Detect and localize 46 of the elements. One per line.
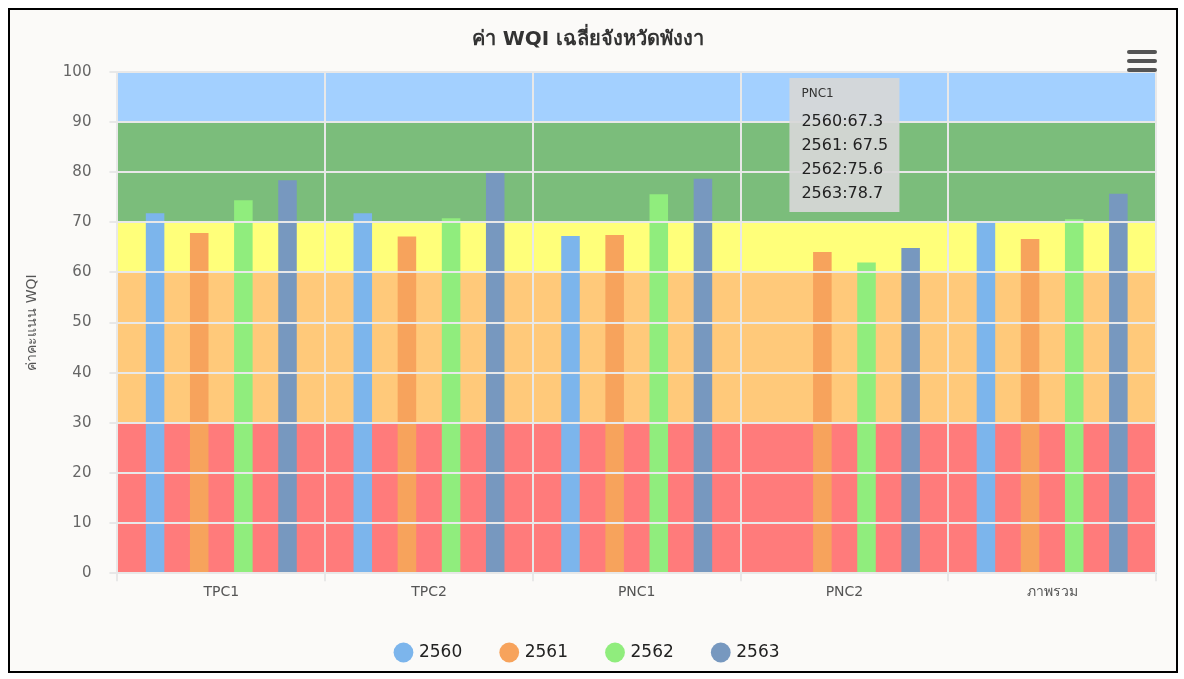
- y-tick-label: 80: [72, 162, 92, 181]
- legend-label: 2560: [418, 640, 463, 661]
- y-tick-label: 20: [72, 462, 92, 481]
- bar: [441, 218, 461, 573]
- y-tick-label: 100: [62, 61, 92, 80]
- chart-title: ค่า WQI เฉลี่ยจังหวัดพังงา: [471, 23, 705, 51]
- annotation: 2562:75.6: [801, 159, 884, 179]
- y-tick-label: 50: [72, 312, 92, 331]
- bar: [901, 247, 920, 573]
- y-tick-label: 10: [72, 512, 92, 531]
- bar: [353, 213, 373, 573]
- bar: [605, 234, 624, 573]
- bar: [857, 262, 876, 573]
- bar: [145, 213, 165, 573]
- y-tick-label: 60: [72, 262, 92, 281]
- x-tick-label: TPC2: [410, 583, 447, 600]
- legend-label: 2561: [524, 640, 568, 661]
- bar: [234, 200, 253, 573]
- x-tick-label: PNC2: [825, 583, 864, 600]
- bar: [813, 251, 832, 573]
- bar: [189, 232, 209, 573]
- y-tick-label: 40: [72, 362, 92, 381]
- annotation: 2561: 67.5: [801, 135, 889, 155]
- bar: [1020, 238, 1040, 573]
- x-tick-label: PNC1: [617, 583, 656, 600]
- y-tick-label: 90: [72, 112, 92, 131]
- bar: [561, 235, 580, 573]
- x-tick-label: ภาพรวม: [1026, 583, 1078, 600]
- annotation: 2563:78.7: [801, 183, 884, 203]
- y-tick-label: 30: [72, 412, 92, 431]
- bar: [485, 171, 505, 573]
- bar: [693, 178, 713, 573]
- legend-label: 2563: [736, 640, 780, 661]
- bar: [1109, 193, 1128, 573]
- y-tick-label: 70: [72, 212, 92, 231]
- y-axis-title: ค่าคะแนน WQI: [23, 274, 40, 371]
- x-tick-label: TPC1: [202, 583, 240, 600]
- bar: [976, 221, 996, 573]
- bar: [1064, 219, 1084, 573]
- y-tick-label: 0: [81, 563, 92, 582]
- annotation: 2560:67.3: [801, 111, 884, 131]
- annotation: PNC1: [801, 86, 834, 101]
- legend-label: 2562: [630, 640, 674, 661]
- bar: [649, 194, 669, 573]
- bar: [397, 236, 417, 573]
- bar: [278, 180, 297, 573]
